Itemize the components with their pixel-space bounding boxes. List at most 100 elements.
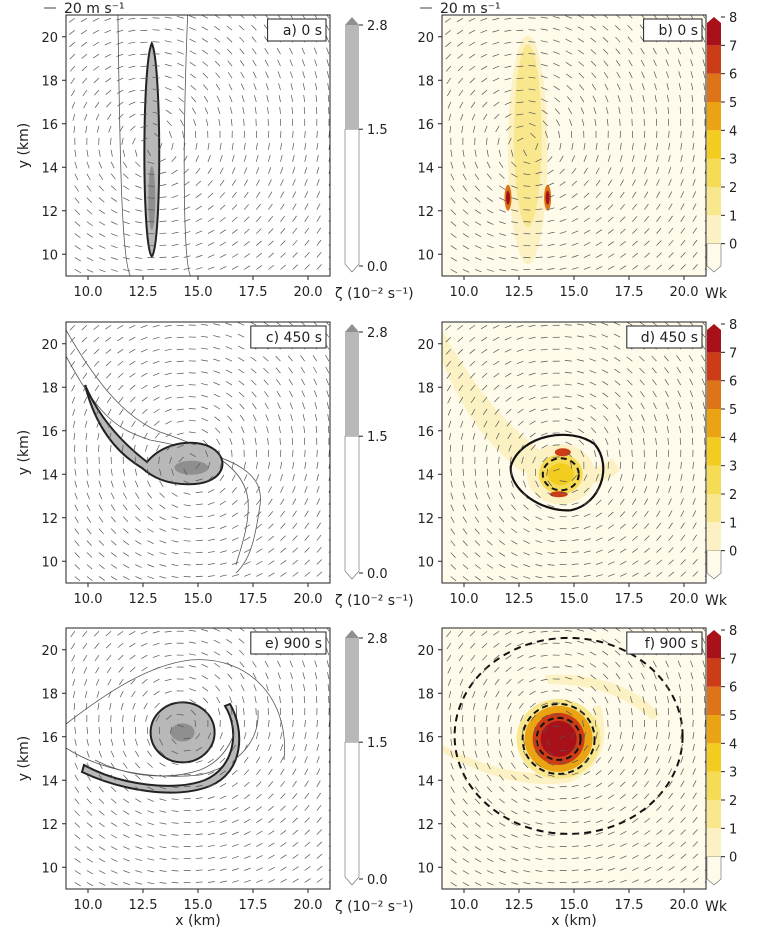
y-tick-label: 18 xyxy=(417,381,434,396)
colorbar-segment-2 xyxy=(707,187,721,216)
colorbar-segment-4 xyxy=(707,743,721,772)
reference-vector-label: 20 m s⁻¹ xyxy=(64,1,125,17)
thin-contour-outer xyxy=(66,355,261,574)
colorbar-tick-label: 3 xyxy=(729,460,737,475)
colorbar-segment-5 xyxy=(707,715,721,744)
panel-label-box xyxy=(626,631,703,655)
panel-label-box xyxy=(643,18,703,42)
plot-area xyxy=(442,628,706,889)
panel-label: b) 0 s xyxy=(659,23,698,39)
y-tick-label: 16 xyxy=(417,425,434,440)
x-tick-label: 20.0 xyxy=(670,592,699,607)
colorbar-tick-label: 3 xyxy=(729,766,737,781)
vorticity-strip xyxy=(143,41,161,258)
wind-vectors xyxy=(444,15,706,274)
colorbar: 0.0 1.5 2.8 ζ (10⁻² s⁻¹) xyxy=(335,630,414,915)
colorbar-segment-8 xyxy=(707,324,721,353)
y-tick-label: 20 xyxy=(417,644,434,659)
x-tick-label: 20.0 xyxy=(294,898,323,913)
plot-background xyxy=(66,15,330,276)
wk-maximum-bottom xyxy=(549,491,568,498)
x-tick-label: 17.5 xyxy=(615,898,644,913)
panel-2: c) 450 s 10.0 12.5 15.0 17.5 20.0 10 12 14 16 18 20… xyxy=(16,321,414,609)
wind-vectors xyxy=(446,628,706,887)
colorbar-segment-8 xyxy=(707,17,721,46)
vorticity-spiral-arm xyxy=(80,702,241,794)
y-tick-label: 16 xyxy=(41,425,58,440)
x-tick-label: 12.5 xyxy=(505,898,534,913)
colorbar-tick-label: 1.5 xyxy=(367,430,388,445)
y-tick-label: 10 xyxy=(417,555,434,570)
wk-band-arm xyxy=(442,705,605,785)
colorbar-tick-label: 4 xyxy=(729,124,737,139)
colorbar-segment-3 xyxy=(707,771,721,800)
y-tick-label: 14 xyxy=(417,468,434,483)
x-tick-label: 15.0 xyxy=(184,592,213,607)
y-tick-label: 10 xyxy=(417,861,434,876)
x-tick-label: 10.0 xyxy=(450,592,479,607)
x-tick-label: 15.0 xyxy=(184,285,213,300)
colorbar-tick-label: 5 xyxy=(729,403,737,418)
colorbar-tick-label: 2.8 xyxy=(367,326,388,341)
panel-label-box xyxy=(626,325,703,349)
colorbar-segment-3 xyxy=(707,465,721,494)
contour-dashed-inner xyxy=(541,457,580,492)
colorbar-tick-label: 5 xyxy=(729,709,737,724)
contour-dashed-2 xyxy=(453,636,684,835)
colorbar-tick-label: 0.0 xyxy=(367,873,388,888)
colorbar-tick-label: 7 xyxy=(729,39,737,54)
y-tick-label: 12 xyxy=(41,818,58,833)
wind-vectors xyxy=(69,322,330,582)
colorbar-segment-5 xyxy=(707,409,721,438)
thin-contour-right xyxy=(183,15,191,276)
y-tick-label: 14 xyxy=(41,468,58,483)
x-tick-label: 17.5 xyxy=(239,285,268,300)
y-tick-label: 10 xyxy=(41,555,58,570)
wk-maximum-core-0 xyxy=(506,190,510,205)
plot-area xyxy=(66,628,330,889)
y-tick-label: 12 xyxy=(417,512,434,527)
y-tick-label: 18 xyxy=(417,687,434,702)
colorbar-tick-label: 7 xyxy=(729,346,737,361)
y-tick-label: 12 xyxy=(417,205,434,220)
panel-label-box xyxy=(250,325,327,349)
colorbar-segment-6 xyxy=(707,73,721,102)
y-tick-label: 12 xyxy=(41,205,58,220)
x-tick-label: 10.0 xyxy=(74,898,103,913)
x-tick-label: 10.0 xyxy=(450,285,479,300)
panel-label: d) 450 s xyxy=(641,330,698,346)
colorbar-segment-0 xyxy=(706,550,722,580)
x-tick-label: 12.5 xyxy=(129,592,158,607)
colorbar-tick-label: 2.8 xyxy=(367,632,388,647)
y-axis-label: y (km) xyxy=(16,736,32,781)
colorbar: 0 1 2 3 4 5 6 7 8 Wk xyxy=(705,624,737,915)
colorbar-tick-label: 1.5 xyxy=(367,123,388,138)
reference-vector-label: 20 m s⁻¹ xyxy=(440,1,501,17)
colorbar-tick-label: 5 xyxy=(729,96,737,111)
colorbar-tick-label: 2 xyxy=(729,488,737,503)
plot-area xyxy=(66,15,330,276)
colorbar-tick-label: 3 xyxy=(729,153,737,168)
y-tick-label: 20 xyxy=(41,644,58,659)
colorbar-tick-label: 2.8 xyxy=(367,19,388,34)
plot-background xyxy=(442,15,706,276)
contour-solid-0 xyxy=(509,433,605,512)
colorbar-tick-label: 6 xyxy=(729,375,737,390)
colorbar: 0.0 1.5 2.8 ζ (10⁻² s⁻¹) xyxy=(335,324,414,609)
x-tick-label: 12.5 xyxy=(505,285,534,300)
colorbar-segment-low xyxy=(344,741,360,886)
x-tick-label: 12.5 xyxy=(505,592,534,607)
colorbar-segment-6 xyxy=(707,686,721,715)
y-tick-label: 20 xyxy=(41,338,58,353)
colorbar-tick-label: 1 xyxy=(729,822,737,837)
colorbar-label: Wk xyxy=(705,286,728,302)
y-axis-label: y (km) xyxy=(16,430,32,475)
thin-contour-1 xyxy=(66,659,285,761)
colorbar-segment-5 xyxy=(707,102,721,131)
colorbar-tick-label: 2 xyxy=(729,794,737,809)
colorbar-label: Wk xyxy=(705,899,728,915)
x-tick-label: 15.0 xyxy=(560,592,589,607)
y-tick-label: 10 xyxy=(41,861,58,876)
x-tick-label: 15.0 xyxy=(560,285,589,300)
colorbar-segment-4 xyxy=(707,130,721,159)
